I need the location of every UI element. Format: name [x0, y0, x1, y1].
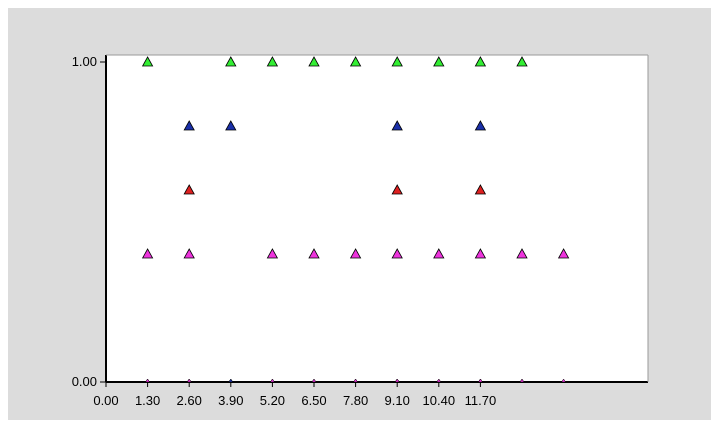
data-point	[391, 184, 403, 195]
data-point	[266, 248, 279, 259]
baseline-marker	[353, 378, 359, 383]
scatter-chart: 0.00 1.00 0.00 1.30 2.60 3.90 5.20 6.50 7.80 9.10…	[72, 54, 649, 408]
data-point	[474, 120, 487, 131]
x-tick-label: 2.60	[177, 393, 202, 408]
data-point	[349, 56, 362, 67]
data-point	[266, 56, 279, 67]
x-tick-label: 5.20	[260, 393, 285, 408]
plot-area: 0.00 1.00 0.00 1.30 2.60 3.90 5.20 6.50 7.80 9.10…	[72, 54, 649, 408]
x-tick-label: 11.70	[465, 393, 497, 408]
data-point	[183, 120, 195, 131]
data-point	[183, 184, 195, 195]
x-tick-label: 7.80	[343, 393, 368, 408]
data-point	[349, 248, 362, 259]
x-tick-label: 1.30	[135, 393, 160, 408]
data-point	[391, 56, 403, 67]
data-point	[141, 248, 154, 259]
data-point	[308, 248, 320, 259]
x-tick-label: 3.90	[218, 393, 243, 408]
data-point	[516, 248, 528, 259]
data-point	[225, 120, 237, 131]
data-point	[225, 56, 237, 67]
data-point	[183, 248, 195, 259]
baseline-marker	[519, 378, 525, 383]
baseline-marker	[186, 378, 192, 383]
data-point	[391, 248, 403, 259]
data-point	[433, 56, 445, 67]
x-tick-label: 9.10	[385, 393, 410, 408]
baseline-marker	[311, 378, 317, 383]
data-point	[557, 248, 570, 259]
plot-background	[106, 55, 648, 382]
baseline-marker	[269, 378, 275, 383]
baseline-marker	[477, 378, 483, 383]
data-point	[474, 184, 487, 195]
data-point	[474, 56, 487, 67]
data-point	[308, 56, 320, 67]
baseline-marker	[228, 378, 234, 383]
baseline-marker	[145, 378, 151, 383]
x-tick-label: 10.40	[423, 393, 456, 408]
y-tick-label: 0.00	[72, 374, 97, 389]
baseline-marker	[561, 378, 567, 383]
x-tick-label: 0.00	[93, 393, 118, 408]
y-tick-label: 1.00	[72, 54, 97, 69]
chart-panel: 0.00 1.00 0.00 1.30 2.60 3.90 5.20 6.50 7.80 9.10…	[8, 8, 711, 420]
data-point	[474, 248, 487, 259]
data-point	[516, 56, 528, 67]
baseline-marker	[394, 378, 400, 383]
data-point	[433, 248, 445, 259]
data-point	[391, 120, 403, 131]
baseline-marker	[436, 378, 442, 383]
data-point	[141, 56, 154, 67]
x-tick-label: 6.50	[301, 393, 326, 408]
